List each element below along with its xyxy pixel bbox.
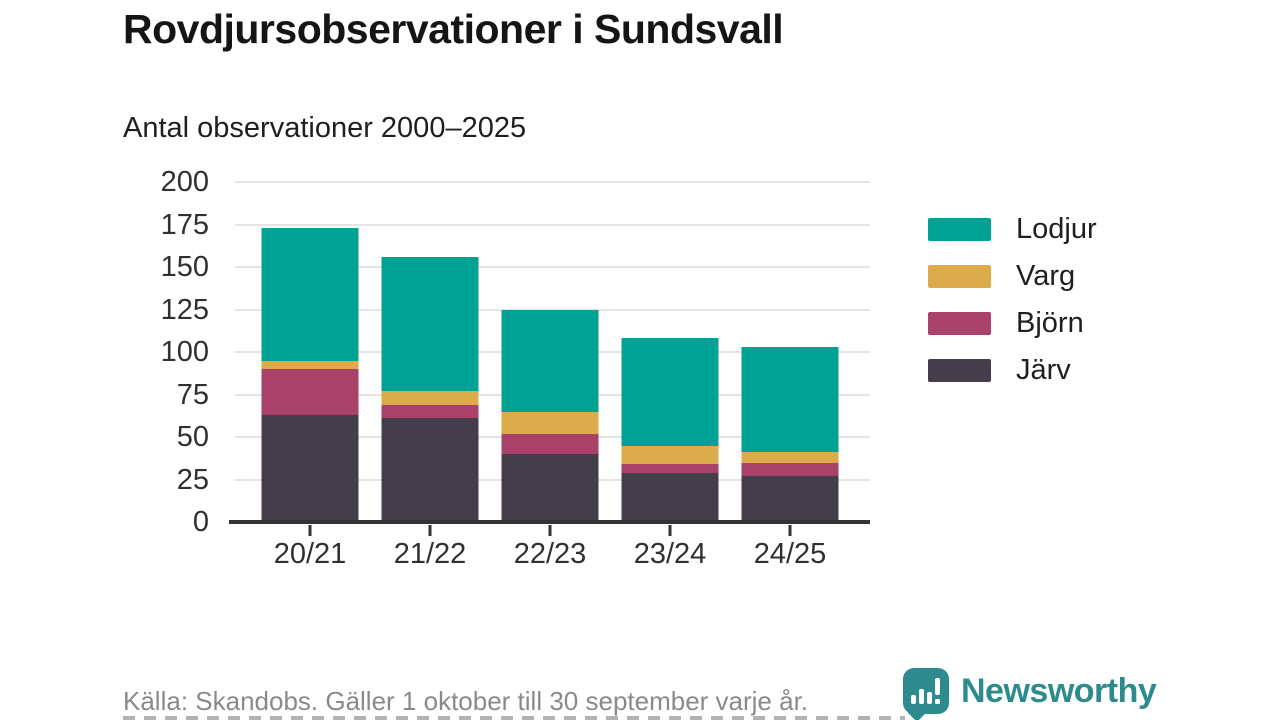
logo-bar-icon [919, 689, 924, 704]
clipped-text-fragments [123, 716, 905, 720]
logo-bar-icon [927, 692, 932, 704]
bar-group-24/25: 24/25 [730, 182, 850, 570]
x-tick-mark [548, 525, 552, 536]
bar-group-21/22: 21/22 [370, 182, 490, 570]
bar-segment-lodjur [501, 309, 599, 412]
bar-group-23/24: 23/24 [610, 182, 730, 570]
legend-label: Lodjur [1016, 213, 1097, 245]
y-tick-label-175: 175 [160, 208, 209, 241]
x-tick-label-24/25: 24/25 [753, 538, 827, 570]
stacked-bar [261, 227, 359, 522]
x-tick-label-22/23: 22/23 [513, 538, 587, 570]
logo-exclamation-icon [935, 678, 940, 695]
legend-label: Järv [1016, 354, 1071, 386]
bar-segment-varg [261, 360, 359, 370]
plot-area: 0 25 50 75 100 125 150 175 200 20/21 21/22 22/23 23… [161, 167, 870, 570]
logo-exclamation-dot [935, 699, 940, 704]
stacked-bar [381, 256, 479, 522]
bar-segment-björn [741, 462, 839, 477]
y-tick-label-0: 0 [192, 506, 209, 538]
x-tick-mark [668, 525, 672, 536]
logo-bar-icon [911, 695, 916, 704]
x-tick-mark [308, 525, 312, 536]
legend-label: Varg [1016, 260, 1076, 292]
legend-item-järv: Järv [928, 355, 1097, 385]
legend: Lodjur Varg Björn Järv [928, 214, 1097, 402]
y-tick-label-200: 200 [160, 166, 209, 198]
legend-swatch [928, 264, 991, 288]
source-note: Källa: Skandobs. Gäller 1 oktober till 3… [123, 686, 809, 716]
x-tick-label-23/24: 23/24 [633, 538, 707, 570]
legend-item-lodjur: Lodjur [928, 214, 1097, 244]
brand-wordmark: Newsworthy [961, 671, 1157, 710]
bar-segment-varg [381, 391, 479, 405]
x-tick-label-21/22: 21/22 [393, 538, 467, 570]
page-title: Rovdjursobservationer i Sundsvall [123, 6, 784, 52]
bar-segment-björn [501, 433, 599, 454]
bar-segment-varg [741, 452, 839, 463]
x-tick-mark [428, 525, 432, 536]
grid-line-150 [235, 266, 870, 268]
bar-segment-björn [261, 369, 359, 415]
bar-segment-björn [621, 464, 719, 473]
y-tick-label-25: 25 [176, 463, 209, 496]
grid-line-175 [235, 223, 870, 226]
legend-label: Björn [1016, 307, 1084, 339]
x-axis-line [229, 520, 870, 524]
bar-segment-järv [381, 418, 479, 522]
bar-segment-järv [501, 454, 599, 522]
bars-row: 20/21 21/22 22/23 23/24 24/25 [250, 182, 850, 570]
legend-item-björn: Björn [928, 308, 1097, 338]
stacked-bar [741, 346, 839, 522]
grid-line-200 [235, 181, 870, 183]
bar-segment-järv [261, 414, 359, 522]
newsworthy-logo: Newsworthy [903, 668, 1157, 714]
legend-swatch [928, 311, 991, 335]
y-tick-label-125: 125 [160, 293, 209, 326]
newsworthy-logo-icon [903, 668, 949, 714]
x-tick-mark [788, 525, 792, 536]
bar-group-20/21: 20/21 [250, 182, 370, 570]
bar-group-22/23: 22/23 [490, 182, 610, 570]
stacked-bar [501, 309, 599, 522]
bar-segment-lodjur [621, 338, 719, 446]
bar-segment-lodjur [381, 256, 479, 392]
bar-segment-björn [381, 404, 479, 419]
bar-segment-lodjur [741, 346, 839, 453]
y-tick-label-75: 75 [176, 378, 209, 411]
bar-segment-varg [621, 445, 719, 465]
bar-segment-varg [501, 411, 599, 434]
y-tick-label-150: 150 [160, 251, 209, 283]
chart-subtitle: Antal observationer 2000–2025 [123, 112, 527, 144]
legend-item-varg: Varg [928, 261, 1097, 291]
legend-swatch [928, 217, 991, 241]
bar-segment-lodjur [261, 227, 359, 361]
bar-segment-järv [621, 472, 719, 522]
x-tick-label-20/21: 20/21 [273, 538, 347, 570]
grid-line-125 [235, 308, 870, 311]
y-tick-label-100: 100 [160, 336, 209, 368]
y-tick-label-50: 50 [176, 421, 209, 453]
stacked-bar [621, 338, 719, 522]
legend-swatch [928, 358, 991, 382]
bar-segment-järv [741, 476, 839, 522]
